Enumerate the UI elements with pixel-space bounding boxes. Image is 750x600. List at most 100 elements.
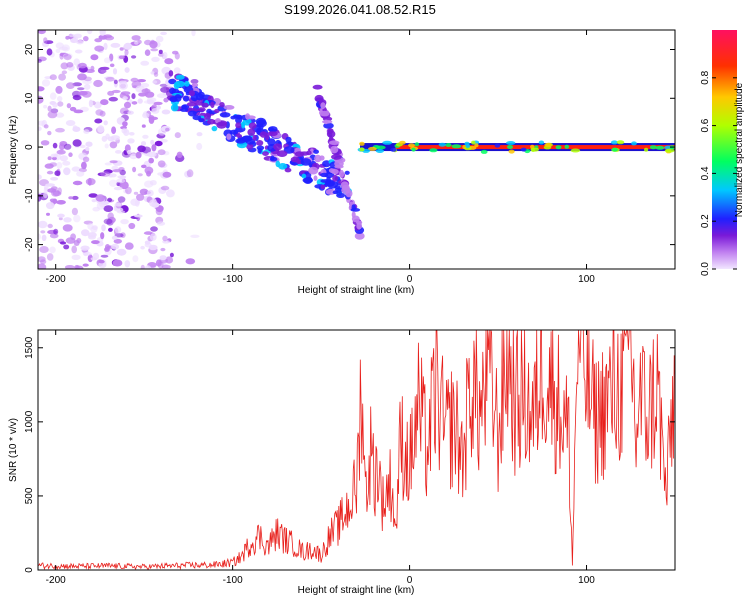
noise-blob: [117, 196, 126, 203]
noise-blob: [150, 48, 159, 52]
x-tick-label: -100: [223, 274, 243, 285]
trace-blob: [241, 135, 253, 142]
noise-blob: [103, 205, 114, 213]
snr-x-label: Height of straight line (km): [298, 585, 415, 596]
noise-blob: [185, 258, 196, 265]
carrier-blob: [538, 140, 545, 145]
noise-blob: [43, 104, 48, 109]
noise-blob: [72, 126, 81, 132]
trace-blob: [336, 192, 346, 198]
noise-blob: [62, 224, 73, 232]
noise-blob: [124, 186, 132, 195]
noise-blob: [107, 90, 115, 96]
noise-blob: [77, 87, 85, 91]
noise-blob: [41, 79, 51, 87]
noise-blob: [130, 77, 139, 83]
snr-series-line: [38, 330, 675, 570]
trace-blob: [187, 110, 197, 117]
noise-blob: [148, 244, 158, 251]
noise-blob: [144, 240, 151, 245]
noise-blob: [38, 30, 46, 35]
carrier-blob: [463, 146, 472, 151]
noise-blob: [76, 171, 85, 177]
noise-blob: [63, 244, 70, 250]
noise-blob: [65, 35, 70, 40]
noise-blob: [83, 76, 92, 82]
snr-y-label: SNR (10 * v/v): [8, 418, 19, 482]
noise-blob: [43, 187, 48, 194]
noise-blob: [157, 149, 166, 156]
trace-blob: [319, 110, 330, 117]
noise-blob: [50, 153, 59, 158]
snr-y-axis: 0 500 1000 1500: [24, 336, 675, 573]
trace-blob: [339, 169, 345, 178]
noise-blob: [119, 107, 129, 115]
noise-blob: [111, 243, 120, 250]
noise-blob: [111, 235, 118, 240]
noise-blob: [176, 151, 183, 158]
x-tick-label: 0: [407, 575, 413, 586]
noise-blob: [134, 214, 143, 218]
noise-blob: [150, 71, 155, 75]
noise-blob: [108, 227, 113, 232]
noise-blob: [74, 49, 83, 54]
trace-blob: [312, 84, 323, 90]
carrier-blob: [399, 140, 406, 145]
noise-blob: [49, 246, 56, 254]
y-tick-label: 20: [24, 44, 35, 56]
noise-blob: [141, 124, 146, 128]
noise-blob: [169, 252, 174, 258]
carrier-blob: [655, 145, 665, 150]
snr-x-axis: -200 -100 0 100: [46, 330, 595, 586]
noise-blob: [113, 238, 123, 244]
noise-blob: [53, 228, 59, 235]
noise-blob: [131, 55, 137, 59]
noise-blob: [38, 220, 48, 229]
carrier-blob: [611, 147, 618, 152]
carrier-blob: [445, 143, 452, 147]
noise-blob: [56, 200, 66, 205]
noise-blob: [164, 58, 174, 65]
noise-blob: [63, 143, 72, 150]
noise-blob: [110, 42, 121, 48]
noise-blob: [153, 72, 159, 77]
noise-blob: [44, 163, 54, 169]
noise-blob: [62, 160, 71, 166]
noise-blob: [87, 177, 92, 186]
noise-blob: [159, 255, 167, 261]
noise-blob: [140, 141, 147, 146]
noise-blob: [141, 88, 151, 94]
noise-blob: [161, 109, 171, 115]
noise-blob: [47, 130, 52, 136]
noise-blob: [124, 260, 131, 268]
noise-blob: [71, 254, 81, 260]
trace-blob: [275, 160, 281, 168]
trace-blob: [226, 133, 232, 140]
trace-blob: [184, 80, 190, 87]
noise-blob: [52, 142, 58, 149]
noise-blob: [131, 93, 136, 100]
noise-blob: [137, 173, 143, 177]
carrier-blob: [520, 147, 527, 152]
noise-blob: [119, 47, 124, 51]
noise-blob: [38, 59, 42, 63]
trace-blob: [247, 128, 256, 136]
noise-blob: [124, 101, 131, 109]
noise-blob: [146, 151, 157, 158]
noise-blob: [38, 174, 42, 180]
trace-blob: [191, 83, 199, 87]
noise-blob: [152, 80, 158, 84]
noise-blob: [107, 136, 115, 142]
trace-blob: [230, 115, 236, 120]
noise-blob: [114, 202, 122, 207]
trace-blob: [219, 102, 225, 108]
snr-frame: [37, 329, 676, 571]
noise-blob: [149, 233, 157, 241]
trace-blob: [182, 95, 190, 102]
x-tick-label: -200: [46, 575, 66, 586]
noise-blob: [100, 232, 105, 240]
noise-blob: [81, 229, 90, 237]
noise-blob: [38, 86, 45, 92]
noise-blob: [140, 264, 145, 269]
